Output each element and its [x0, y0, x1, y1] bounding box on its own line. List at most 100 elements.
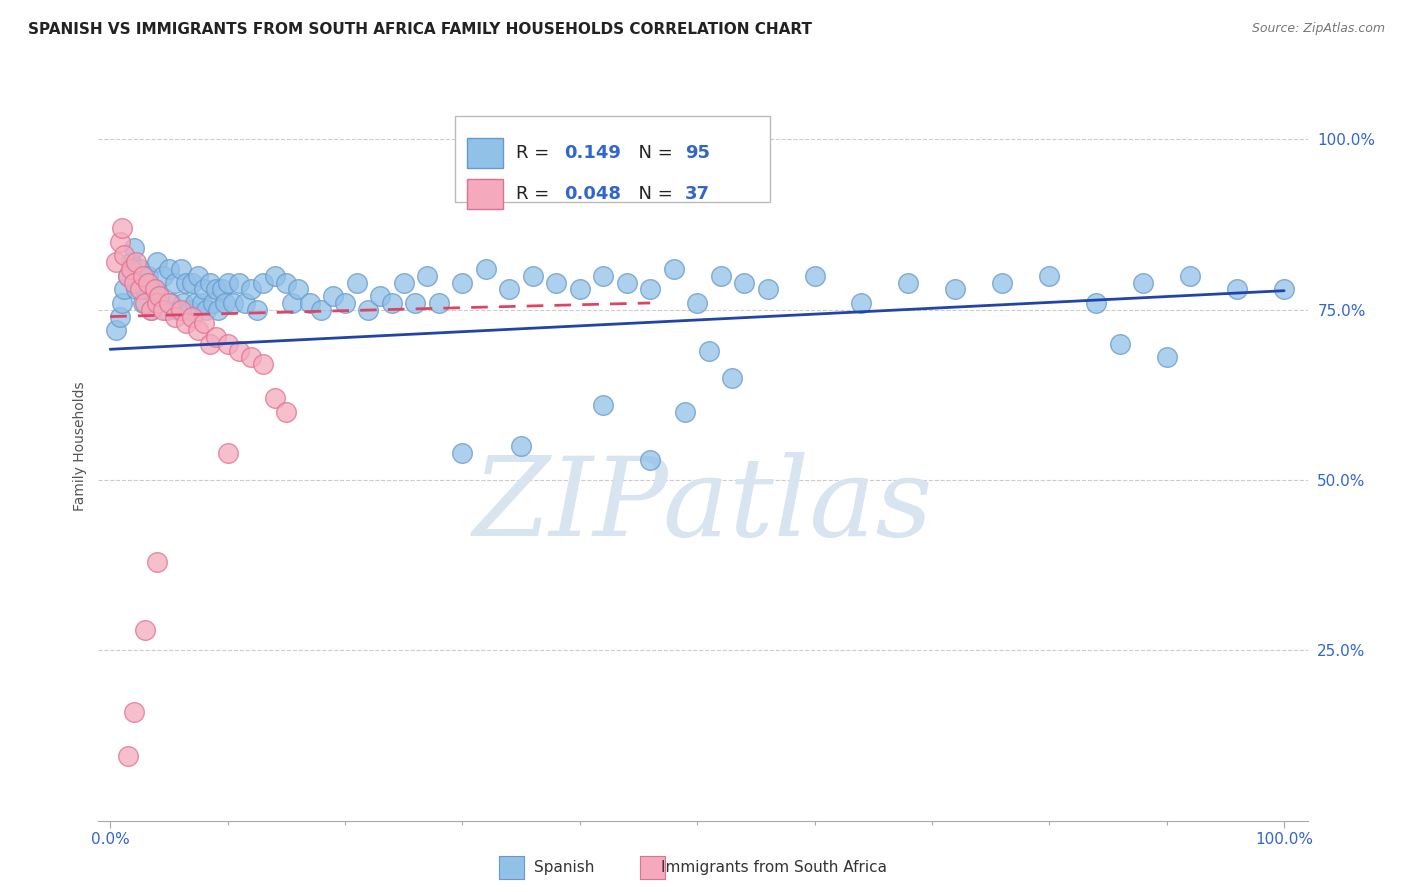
Point — [697, 343, 720, 358]
Point — [105, 323, 128, 337]
Text: ZIPatlas: ZIPatlas — [472, 452, 934, 559]
Point — [136, 276, 159, 290]
Point — [217, 446, 239, 460]
Point — [179, 302, 201, 317]
Text: N =: N = — [627, 185, 678, 202]
Point — [157, 261, 180, 276]
Point — [252, 276, 274, 290]
Point — [163, 276, 186, 290]
Point — [803, 268, 825, 283]
Point — [134, 282, 156, 296]
Point — [117, 268, 139, 283]
Point — [122, 705, 145, 719]
Point — [276, 405, 298, 419]
Point — [117, 268, 139, 283]
Point — [217, 336, 239, 351]
Text: Source: ZipAtlas.com: Source: ZipAtlas.com — [1251, 22, 1385, 36]
Point — [195, 302, 218, 317]
Point — [148, 289, 170, 303]
Point — [117, 748, 139, 763]
Point — [198, 276, 221, 290]
Text: Spanish: Spanish — [534, 860, 595, 874]
Point — [427, 296, 450, 310]
Point — [522, 268, 544, 283]
Point — [733, 276, 755, 290]
Point — [451, 446, 474, 460]
Point — [1108, 336, 1130, 351]
Point — [276, 276, 298, 290]
Point — [187, 268, 209, 283]
Point — [146, 255, 169, 269]
Text: R =: R = — [516, 185, 554, 202]
Point — [252, 357, 274, 371]
Point — [181, 310, 204, 324]
Point — [311, 302, 333, 317]
Point — [638, 282, 661, 296]
Point — [190, 296, 212, 310]
Point — [183, 296, 205, 310]
Point — [155, 302, 177, 317]
Point — [246, 302, 269, 317]
Point — [217, 276, 239, 290]
Point — [125, 282, 148, 296]
Text: 95: 95 — [685, 145, 710, 162]
Point — [193, 282, 215, 296]
Point — [228, 276, 250, 290]
Point — [945, 282, 967, 296]
FancyBboxPatch shape — [456, 116, 769, 202]
Point — [128, 261, 150, 276]
Bar — [467, 138, 503, 169]
Point — [136, 268, 159, 283]
Point — [132, 268, 155, 283]
Point — [181, 276, 204, 290]
Point — [187, 323, 209, 337]
Point — [111, 296, 134, 310]
Point — [381, 296, 404, 310]
Point — [498, 282, 520, 296]
Point — [122, 276, 145, 290]
Point — [211, 282, 233, 296]
Point — [169, 261, 191, 276]
Point — [112, 248, 135, 262]
Point — [592, 398, 614, 412]
Point — [125, 255, 148, 269]
Point — [240, 282, 263, 296]
Point — [616, 276, 638, 290]
Point — [176, 276, 198, 290]
Point — [404, 296, 426, 310]
Point — [368, 289, 391, 303]
Point — [146, 296, 169, 310]
Point — [146, 555, 169, 569]
Point — [222, 296, 245, 310]
Point — [111, 221, 134, 235]
Point — [108, 235, 131, 249]
Point — [851, 296, 873, 310]
Y-axis label: Family Households: Family Households — [73, 381, 87, 511]
Point — [263, 268, 285, 283]
Point — [240, 351, 263, 365]
Point — [152, 302, 174, 317]
Point — [233, 296, 256, 310]
Point — [333, 296, 356, 310]
Point — [176, 317, 198, 331]
Point — [143, 282, 166, 296]
Point — [163, 310, 186, 324]
Point — [198, 336, 221, 351]
Point — [202, 296, 225, 310]
Point — [141, 302, 163, 317]
Point — [710, 268, 733, 283]
Point — [108, 310, 131, 324]
Point — [546, 276, 568, 290]
Point — [122, 242, 145, 256]
Point — [204, 330, 226, 344]
Text: 0.149: 0.149 — [564, 145, 621, 162]
Point — [322, 289, 344, 303]
Point — [416, 268, 439, 283]
Point — [169, 302, 191, 317]
Point — [228, 343, 250, 358]
Point — [475, 261, 498, 276]
Point — [392, 276, 415, 290]
Point — [128, 282, 150, 296]
Point — [193, 317, 215, 331]
Point — [568, 282, 591, 296]
